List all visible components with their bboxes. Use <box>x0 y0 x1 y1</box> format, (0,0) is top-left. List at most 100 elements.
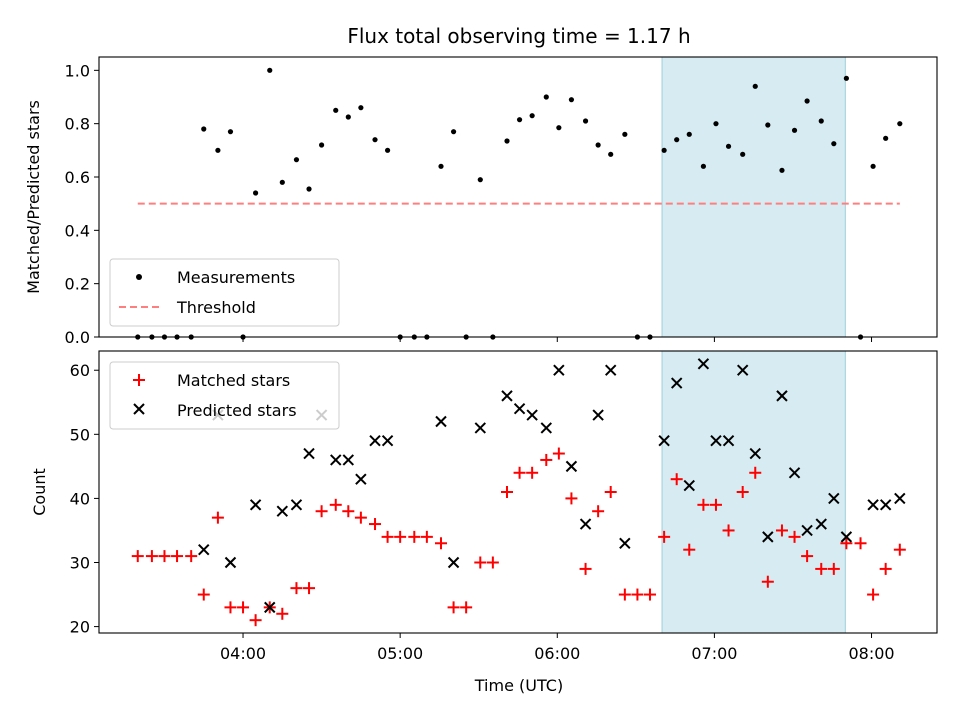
measurement-point <box>279 179 285 185</box>
measurement-point <box>779 167 785 173</box>
predicted-star-point <box>788 467 801 479</box>
predicted-star-point <box>776 390 788 402</box>
legend-threshold-label: Threshold <box>176 298 256 317</box>
matched-star-point <box>342 505 355 518</box>
matched-star-point <box>709 498 722 511</box>
measurement-point <box>818 118 824 124</box>
top-legend: Measurements Threshold <box>109 258 340 327</box>
predicted-star-point <box>224 556 237 569</box>
predicted-star-point <box>710 435 722 447</box>
matched-star-point <box>749 466 762 479</box>
measurement-point <box>725 143 732 149</box>
top-x-ticks <box>242 337 873 342</box>
matched-star-point <box>827 562 840 575</box>
top-plot-frame <box>98 56 938 338</box>
matched-star-point <box>552 447 565 460</box>
predicted-star-point <box>553 364 565 376</box>
bottom-panel: 20 30 40 50 60 04:00 05:00 06:00 07:00 08:00 Cou… <box>30 350 938 695</box>
predicted-star-point <box>369 435 381 447</box>
measurement-point <box>450 129 457 135</box>
top-y-axis-label: Matched/Predicted stars <box>24 100 43 294</box>
matched-star-point <box>683 543 696 556</box>
measurement-point <box>700 163 707 169</box>
y-tick-label: 0.4 <box>65 221 90 240</box>
predicted-star-point <box>330 454 342 466</box>
matched-star-point <box>736 486 749 498</box>
matched-star-point <box>867 588 880 601</box>
legend-measurements-label: Measurements <box>177 268 295 287</box>
matched-star-point <box>329 498 342 511</box>
matched-star-point <box>618 588 631 601</box>
matched-star-point <box>354 511 367 524</box>
measurement-point <box>384 147 391 153</box>
chart-title: Flux total observing time = 1.17 h <box>347 24 690 48</box>
predicted-star-point <box>565 460 578 473</box>
predicted-star-point <box>540 422 552 434</box>
measurement-point <box>740 151 746 157</box>
measurement-point <box>843 75 849 81</box>
shaded-interval-rect <box>661 350 846 634</box>
measurement-point <box>215 147 221 153</box>
matched-star-point <box>447 601 460 614</box>
bottom-y-axis: 20 30 40 50 60 <box>70 361 99 637</box>
matched-star-point <box>237 601 250 614</box>
measurement-point <box>333 107 339 113</box>
matched-star-point <box>171 550 184 563</box>
predicted-star-point <box>619 537 631 549</box>
measurement-point <box>504 138 510 144</box>
matched-star-point <box>592 505 605 518</box>
measurement-point <box>713 121 719 127</box>
measurement-point <box>595 142 601 148</box>
measurement-point <box>293 157 300 163</box>
matched-star-point <box>526 466 539 479</box>
predicted-star-point <box>435 415 447 428</box>
predicted-star-point <box>815 518 827 530</box>
y-tick-label: 0.8 <box>65 115 90 134</box>
matched-star-point <box>879 562 892 575</box>
measurement-point <box>870 163 876 169</box>
matched-star-point <box>249 614 262 627</box>
measurement-point <box>306 186 312 192</box>
y-tick-label: 20 <box>70 618 90 637</box>
measurement-point <box>804 98 810 104</box>
top-shaded-interval <box>661 56 846 338</box>
matched-star-point <box>643 588 656 601</box>
measurement-point <box>897 121 903 127</box>
measurement-point <box>661 147 667 153</box>
predicted-star-point <box>381 435 394 447</box>
matched-star-point <box>381 530 394 543</box>
matched-star-point <box>315 505 328 518</box>
x-tick-label: 08:00 <box>848 644 894 663</box>
matched-star-point <box>290 582 303 595</box>
matched-star-point <box>801 550 814 563</box>
predicted-star-point <box>879 499 892 511</box>
matched-star-point <box>276 607 289 620</box>
predicted-star-point <box>840 531 853 543</box>
bottom-plot-frame <box>98 350 938 634</box>
legend-matched-marker <box>133 374 145 386</box>
matched-star-point <box>761 575 774 588</box>
matched-star-point <box>722 524 735 537</box>
predicted-star-point <box>513 402 526 415</box>
measurement-point <box>358 105 364 111</box>
measurement-point <box>253 190 259 196</box>
matched-star-point <box>854 537 867 550</box>
matched-star-point <box>211 511 224 524</box>
measurement-point <box>318 142 325 148</box>
measurement-point <box>516 117 523 123</box>
matched-star-point <box>145 550 158 563</box>
matched-star-point <box>408 530 421 543</box>
measurement-point <box>622 131 628 137</box>
matched-star-point <box>775 524 788 537</box>
measurement-point <box>267 67 273 73</box>
x-tick-label: 05:00 <box>377 644 423 663</box>
measurement-point <box>438 163 444 169</box>
matched-star-point <box>224 601 237 614</box>
matched-star-point <box>658 530 671 543</box>
matched-star-point <box>565 492 578 505</box>
y-tick-label: 1.0 <box>65 61 90 80</box>
predicted-star-point <box>447 556 460 569</box>
measurement-point <box>883 135 889 141</box>
y-tick-label: 30 <box>70 554 90 573</box>
y-tick-label: 0.0 <box>65 328 90 347</box>
